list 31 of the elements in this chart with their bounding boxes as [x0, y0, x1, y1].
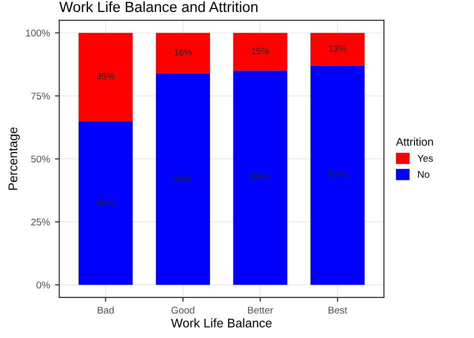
- y-tick-label: 100%: [26, 30, 50, 36]
- legend-label: No: [418, 171, 430, 178]
- x-tick-label: Good: [172, 306, 194, 314]
- y-axis-title: Percentage: [8, 127, 20, 190]
- bar: [310, 32, 365, 66]
- x-tick-label: Best: [328, 306, 348, 314]
- bar: [233, 32, 288, 71]
- legend-title: Attrition: [396, 138, 433, 146]
- chart-title: Work Life Balance and Attrition: [59, 1, 258, 12]
- data-label: 13%: [329, 45, 346, 52]
- data-label: 16%: [174, 49, 192, 56]
- bar: [233, 70, 288, 285]
- y-tick-label: 50%: [31, 156, 50, 162]
- data-label: 84%: [174, 175, 192, 182]
- data-label: 65%: [97, 198, 114, 206]
- data-label: 35%: [96, 73, 114, 80]
- legend-label: Yes: [418, 154, 433, 162]
- x-axis-title: Work Life Balance: [171, 318, 272, 328]
- data-label: 87%: [328, 171, 346, 178]
- bar: [310, 66, 365, 285]
- data-label: 85%: [252, 174, 269, 180]
- y-tick-label: 25%: [31, 218, 50, 226]
- data-label: 15%: [252, 48, 269, 54]
- x-tick-label: Bad: [98, 306, 114, 314]
- y-tick-label: 0%: [36, 282, 50, 288]
- x-tick-label: Better: [248, 306, 274, 314]
- bar: [156, 73, 210, 285]
- bar: [156, 32, 210, 74]
- bar: [78, 121, 133, 285]
- y-tick-label: 75%: [31, 92, 50, 100]
- bar: [78, 32, 133, 122]
